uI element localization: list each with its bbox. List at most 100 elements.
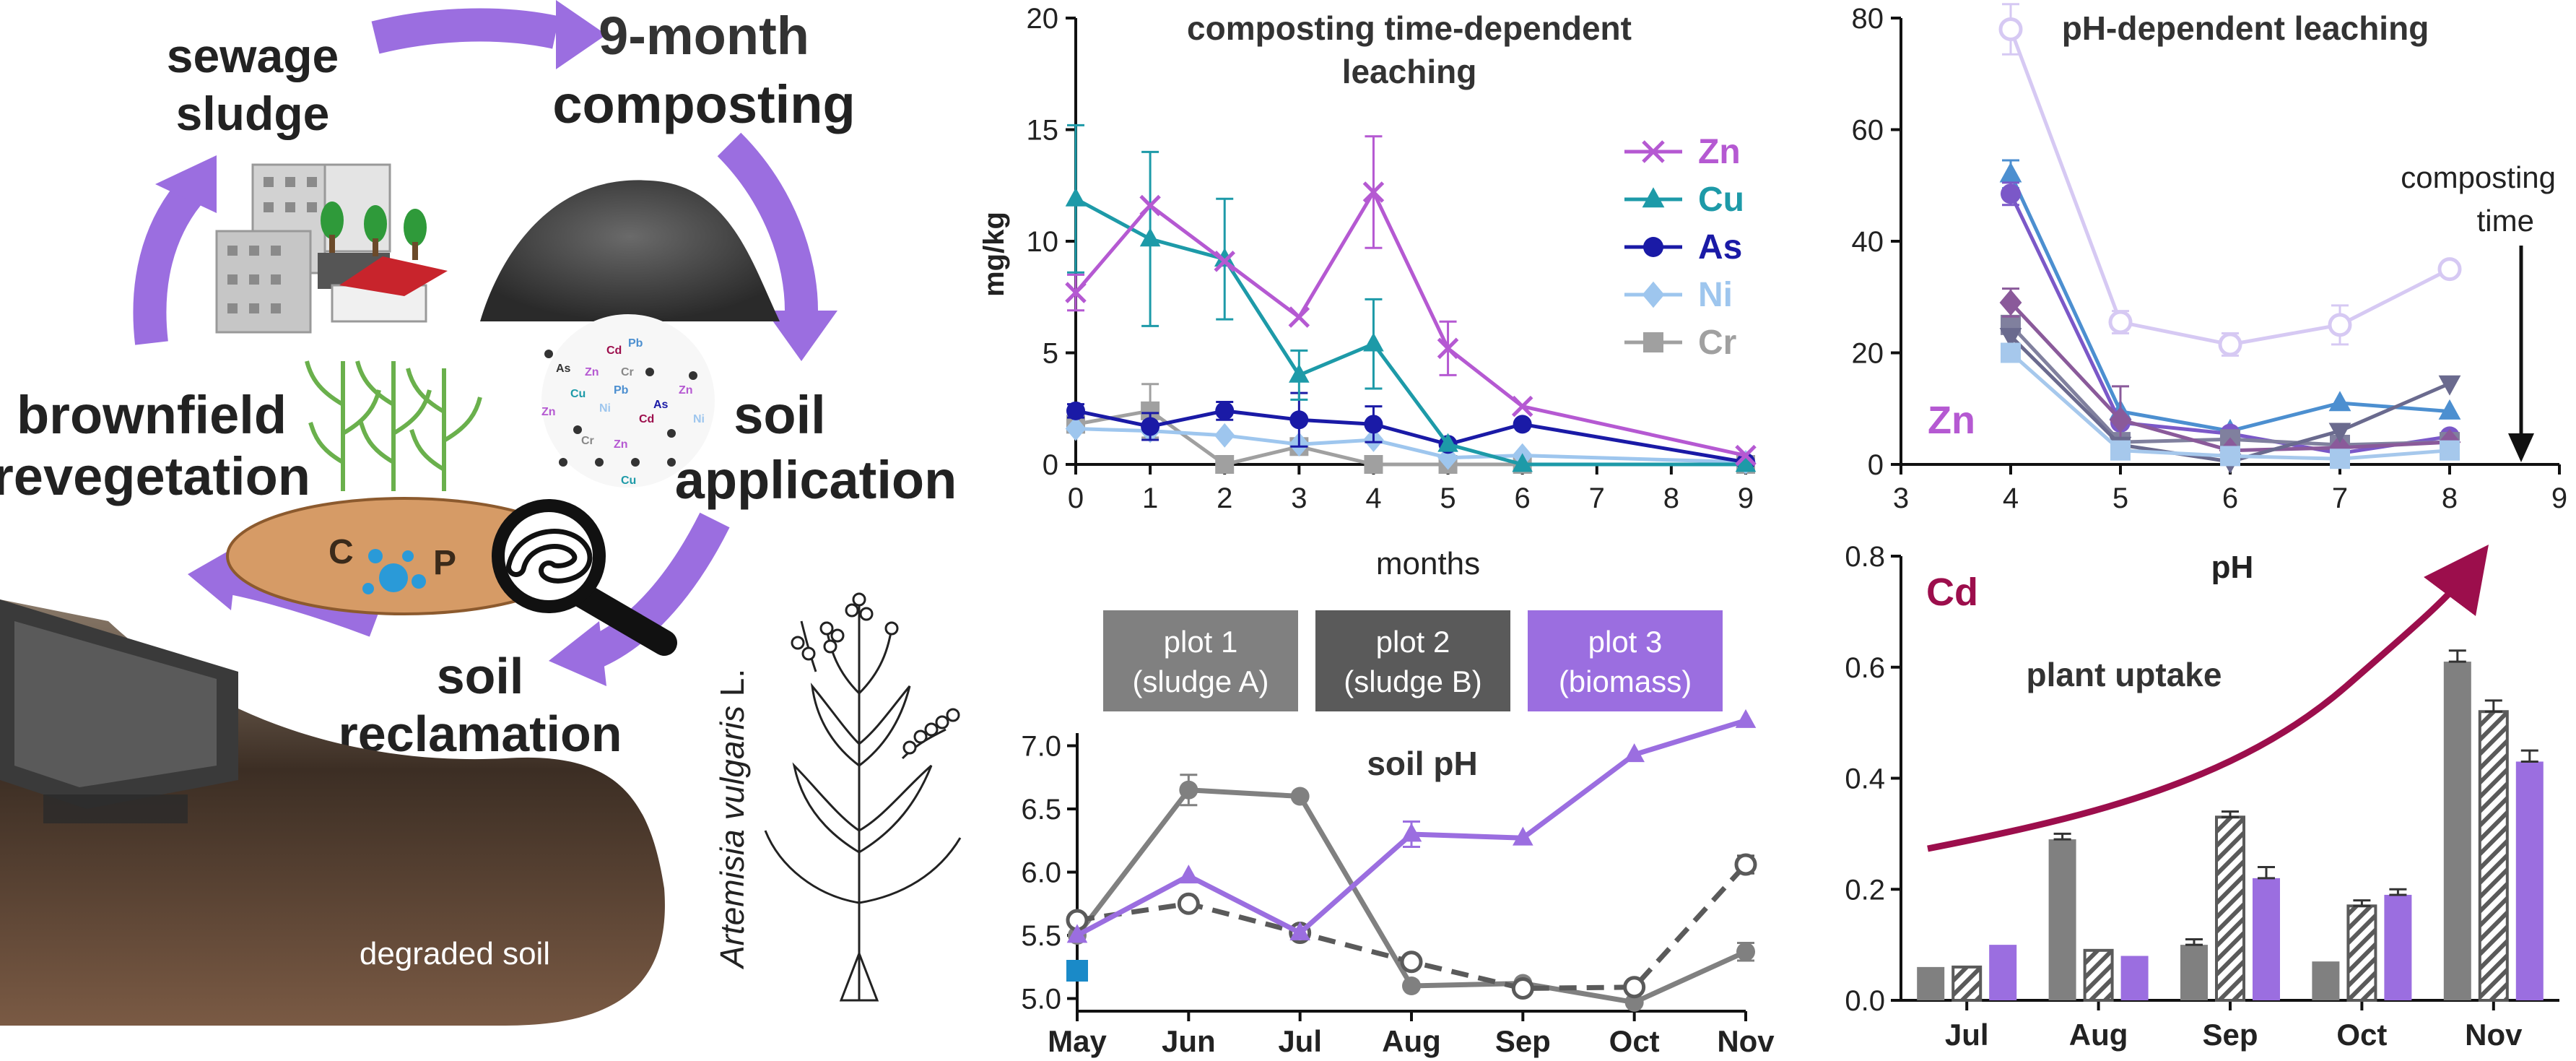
chart-soil-ph: soil pH 5.0 5.5 6.0 6.5 7.0 May Jun Jul Aug Sep Oc… <box>1021 610 1775 1058</box>
legend-box <box>1315 610 1510 711</box>
svg-text:Zn: Zn <box>614 438 628 451</box>
data-point <box>1511 395 1533 417</box>
data-point <box>1998 17 2023 41</box>
bar <box>2083 948 2114 1002</box>
data-point <box>1999 289 2022 316</box>
series-#808080 <box>1068 774 1755 1012</box>
data-point <box>1066 924 1088 943</box>
data-point <box>1177 892 1200 915</box>
x-tick-label: May <box>1048 1024 1107 1058</box>
data-point <box>1364 415 1383 434</box>
x-tick-label: Jul <box>1945 1018 1989 1052</box>
bar <box>1917 966 1945 1000</box>
legend-label: Cu <box>1698 181 1744 219</box>
legend-label: (biomass) <box>1559 664 1692 698</box>
svg-text:As: As <box>556 363 571 375</box>
data-point <box>1139 228 1161 247</box>
data-point <box>1214 423 1235 448</box>
y-tick-label: 0.0 <box>1845 985 1885 1017</box>
data-point <box>1066 960 1088 982</box>
legend-label: (sludge A) <box>1132 664 1269 698</box>
label-soil-app-1: soil <box>734 385 825 445</box>
data-point <box>1139 194 1161 217</box>
x-tick-label: 8 <box>1663 482 1679 514</box>
label-soil-rec-1: soil <box>437 648 524 704</box>
compost-pile-icon <box>480 180 780 321</box>
excavator-icon <box>0 599 238 823</box>
data-point <box>1141 417 1160 436</box>
data-point <box>2438 399 2461 420</box>
element-label: Zn <box>1928 399 1975 442</box>
data-point <box>1289 363 1310 383</box>
legend-marker <box>1643 332 1663 352</box>
data-point <box>2218 332 2242 357</box>
chart-leaching-time: composting time-dependent leaching mg/kg… <box>978 3 1757 581</box>
svg-text:Cu: Cu <box>570 388 586 400</box>
x-tick-label: Sep <box>2202 1018 2258 1052</box>
legend-label: plot 1 <box>1164 625 1238 659</box>
annotation: composting <box>2401 160 2556 194</box>
process-scheme: sewage sludge 9-month composting soil ap… <box>0 0 962 1026</box>
series-line <box>2009 28 2451 347</box>
svg-text:Zn: Zn <box>585 366 599 378</box>
x-axis-label: pH <box>2211 550 2254 585</box>
bar <box>2443 662 2471 1000</box>
series-line <box>1074 197 1746 467</box>
bar <box>2215 815 2245 1002</box>
x-tick-label: Aug <box>2069 1018 2128 1052</box>
data-point <box>2001 342 2021 363</box>
bar <box>2048 839 2076 1000</box>
data-point <box>1214 251 1235 272</box>
x-tick-label: Aug <box>1382 1024 1441 1058</box>
arrow-icon <box>133 184 201 345</box>
y-tick-label: 0 <box>1043 449 1058 481</box>
data-point <box>1624 743 1645 763</box>
x-tick-label: Jun <box>1162 1024 1216 1058</box>
y-tick-label: 20 <box>1852 338 1884 370</box>
svg-text:Pb: Pb <box>614 384 629 397</box>
svg-text:As: As <box>653 399 669 411</box>
svg-text:Cd: Cd <box>639 413 654 425</box>
plant-icon <box>305 360 482 491</box>
y-tick-label: 40 <box>1852 226 1884 258</box>
data-point <box>1179 780 1198 800</box>
data-point <box>1513 826 1533 846</box>
data-point <box>2001 183 2021 204</box>
arrow-icon <box>155 155 217 213</box>
y-tick-label: 6.5 <box>1021 794 1061 826</box>
data-point <box>2220 446 2240 467</box>
chart-title: plant uptake <box>2027 656 2222 693</box>
bar <box>1951 965 1983 1002</box>
data-point <box>2330 449 2350 469</box>
svg-text:Cr: Cr <box>621 366 634 378</box>
x-tick-label: 6 <box>2222 482 2238 514</box>
legend-marker <box>1642 187 1665 208</box>
x-tick-label: 9 <box>1738 482 1754 514</box>
data-point <box>1215 455 1235 474</box>
data-point <box>2110 440 2131 461</box>
legend: Zn Cu As Ni Cr <box>1624 133 1744 362</box>
x-tick-label: Nov <box>1717 1024 1775 1058</box>
data-point <box>2109 407 2132 433</box>
x-tick-label: Nov <box>2465 1018 2523 1052</box>
bar <box>2312 961 2340 1000</box>
bubbles <box>362 549 426 594</box>
svg-text:Zn: Zn <box>541 406 556 418</box>
data-point <box>1215 401 1235 420</box>
data-point <box>1999 328 2022 349</box>
data-point <box>1214 248 1235 267</box>
data-point <box>2438 375 2461 396</box>
series-Zn <box>1065 135 1757 467</box>
x-tick-label: Jul <box>1278 1024 1322 1058</box>
label-nine-month: 9-month <box>599 6 809 66</box>
legend-box <box>1103 610 1298 711</box>
x-tick-label: Oct <box>2336 1018 2387 1052</box>
artemisia-icon <box>764 592 962 1002</box>
label-sludge: sludge <box>176 87 330 140</box>
y-tick-label: 5.5 <box>1021 920 1061 952</box>
data-point <box>1401 823 1422 842</box>
x-tick-label: 8 <box>2442 482 2458 514</box>
x-tick-label: 4 <box>1365 482 1381 514</box>
bar <box>2120 956 2149 1000</box>
data-point <box>1512 453 1533 472</box>
